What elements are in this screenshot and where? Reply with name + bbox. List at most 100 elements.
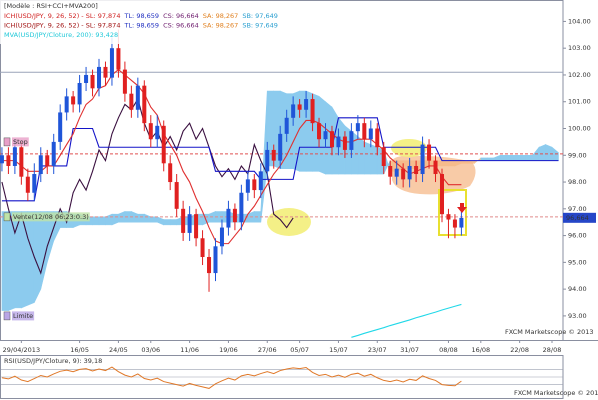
x-tick-label: 23/07: [368, 346, 387, 354]
candle-body: [207, 257, 212, 274]
order-label: Stop: [13, 138, 28, 146]
candle-body: [452, 219, 457, 228]
candle-body: [420, 144, 425, 175]
cloud-segment: [1, 211, 9, 311]
candle-body: [71, 96, 76, 105]
candle-body: [388, 165, 393, 177]
order-tag: [3, 137, 11, 147]
cloud-segment: [27, 211, 35, 306]
candle-body: [258, 171, 263, 191]
candle-body: [304, 99, 309, 110]
order-label-background: [12, 212, 90, 222]
candle-body: [291, 104, 296, 118]
cloud-segment: [525, 154, 533, 161]
rsi-label: RSI(USD/JPY/Cloture, 9): 39,18: [4, 357, 102, 365]
legend-item: TL: 98,659: [123, 12, 159, 20]
candle-body: [187, 214, 192, 233]
candle-body: [394, 168, 399, 177]
y-tick-label: 97.00: [568, 205, 587, 213]
indicator-line: [1, 97, 294, 275]
candle-body: [265, 149, 270, 172]
candle-body: [38, 155, 43, 175]
candle-body: [213, 246, 218, 274]
last-price-label: 96,664: [566, 214, 589, 222]
legend-line: ICH(USD/JPY, 9, 26, 52) - SL: 97,874 TL: …: [4, 22, 278, 30]
x-tick-label: 16/08: [471, 346, 490, 354]
cloud-segment: [14, 211, 22, 309]
last-price-box: [563, 212, 596, 223]
candle-body: [109, 48, 114, 78]
candle-body: [51, 141, 56, 166]
candle-body: [45, 155, 50, 166]
rsi-line: [1, 366, 462, 389]
candle-body: [439, 174, 444, 215]
cloud-segment: [8, 211, 16, 311]
candle-body: [362, 123, 367, 140]
candle-body: [226, 208, 231, 228]
candle-body: [181, 208, 186, 233]
candle-body: [284, 117, 289, 134]
candle-body: [32, 174, 37, 193]
candle-body: [252, 179, 257, 191]
legend-item: MVA(USD/JPY/Cloture, 200): 93,428: [4, 31, 118, 39]
cloud-segment: [33, 211, 42, 303]
candle-body: [342, 136, 347, 150]
legend-item: SB: 97,649: [242, 12, 278, 20]
candle-body: [97, 66, 102, 89]
candle-body: [317, 123, 322, 140]
grid-layer: [20, 20, 566, 343]
candle-body: [459, 217, 464, 228]
candle-body: [90, 74, 95, 89]
candle-body: [401, 168, 406, 180]
x-tick-label: 08/08: [439, 346, 458, 354]
candle-body: [84, 74, 89, 83]
candle-body: [19, 147, 24, 177]
candle-body: [64, 96, 69, 113]
candle-body: [271, 149, 276, 161]
cloud-segment: [137, 213, 145, 223]
x-tick-label: 11/06: [180, 346, 199, 354]
x-tick-label: 03/06: [141, 346, 160, 354]
cloud-segment: [92, 216, 100, 226]
candle-body: [446, 214, 451, 220]
candle-body: [336, 136, 341, 148]
candle-body: [200, 238, 205, 258]
candle-body: [245, 179, 250, 193]
candle-body: [122, 69, 127, 94]
candle-body: [368, 128, 373, 140]
cloud-segment: [499, 154, 508, 161]
candle-body: [219, 227, 224, 247]
candle-body: [407, 165, 412, 180]
legend-item: CS: 96,664: [163, 22, 199, 30]
y-tick-label: 95.00: [568, 258, 587, 266]
candle-body: [381, 147, 386, 166]
cloud-segment: [370, 144, 378, 175]
candle-body: [116, 48, 121, 70]
y-tick-label: 103.00: [568, 44, 591, 52]
y-tick-label: 102.00: [568, 71, 591, 79]
overlay-layer: Stop Vente(12/08 06:23:0.3) Limite: [3, 137, 467, 321]
x-tick-label: 29/04/2013: [3, 346, 40, 354]
candle-body: [148, 123, 153, 140]
candle-body: [355, 123, 360, 132]
candle-body: [323, 131, 328, 140]
legend-item: CS: 96,664: [163, 12, 199, 20]
indicator-line: [1, 117, 559, 202]
candle-body: [161, 125, 166, 164]
cloud-segment: [545, 144, 553, 161]
candle-body: [0, 155, 4, 164]
candles-layer: [0, 29, 464, 292]
legend-item: TL: 98,659: [123, 22, 159, 30]
x-tick-label: 22/08: [510, 346, 529, 354]
candle-body: [349, 131, 354, 150]
cloud-segment: [538, 144, 546, 161]
highlight-ellipse: [391, 139, 427, 157]
legend: [Modèle : RSI+CCI+MVA200] ICH(USD/JPY, 9…: [0, 0, 278, 44]
x-tick-label: 31/07: [400, 346, 419, 354]
cloud-segment: [364, 141, 372, 175]
x-tick-label: 19/06: [219, 346, 238, 354]
y-tick-label: 101.00: [568, 98, 591, 106]
candle-body: [12, 147, 17, 166]
candle-body: [232, 208, 237, 223]
candle-body: [278, 133, 283, 161]
